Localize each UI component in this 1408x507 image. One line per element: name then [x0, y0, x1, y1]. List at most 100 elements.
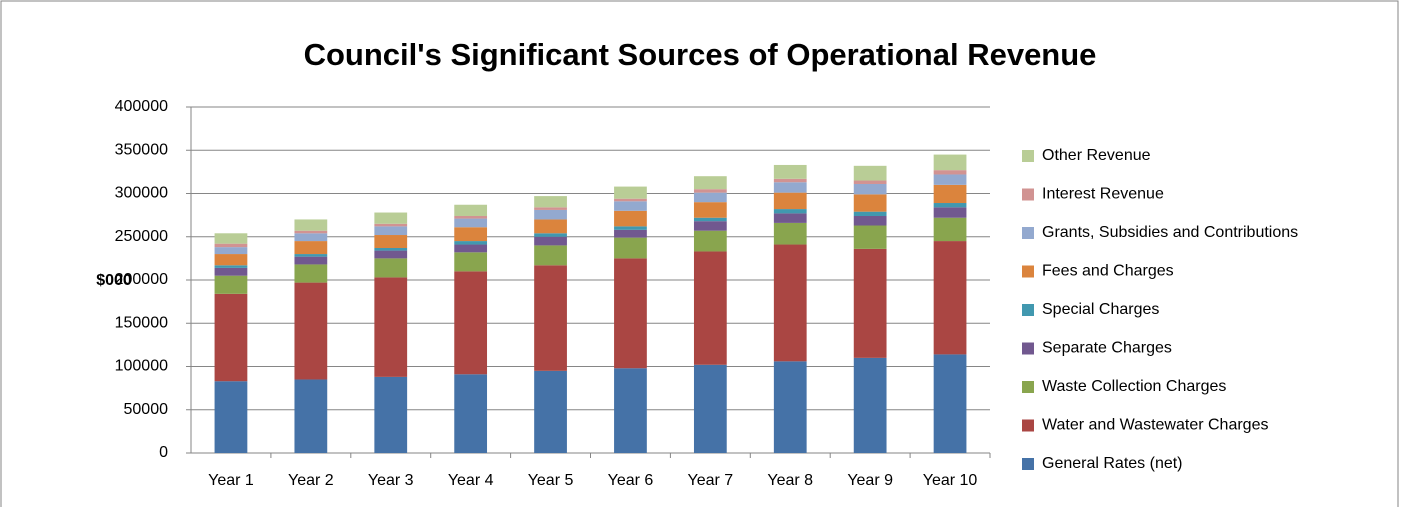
- bar-segment: [693, 202, 727, 218]
- bar-segment: [773, 209, 807, 214]
- bar-segment: [454, 374, 488, 453]
- y-tick-label: 300000: [115, 185, 168, 202]
- legend-label: Special Charges: [1042, 301, 1159, 318]
- bar-segment: [614, 186, 647, 199]
- bar-segment: [614, 258, 647, 369]
- bar-segment: [374, 212, 408, 224]
- bar-segment: [614, 368, 647, 453]
- legend-swatch: [1022, 265, 1034, 278]
- bar-segment: [294, 264, 328, 283]
- bar-segment: [534, 207, 567, 210]
- legend-label: Separate Charges: [1042, 340, 1172, 357]
- bar-segment: [374, 247, 408, 251]
- bar-segment: [294, 230, 328, 234]
- bar-segment: [693, 192, 727, 203]
- y-tick-label: 400000: [115, 98, 168, 115]
- x-tick-label: Year 8: [767, 472, 813, 489]
- legend-label: Waste Collection Charges: [1042, 378, 1226, 395]
- bar-segment: [454, 252, 488, 272]
- bar-segment: [853, 225, 887, 249]
- bar-segment: [933, 174, 967, 185]
- legend-swatch: [1022, 304, 1034, 316]
- y-tick-label: 50000: [124, 401, 169, 418]
- bar-segment: [534, 219, 567, 234]
- bar-segment: [214, 293, 248, 382]
- legend-swatch: [1022, 458, 1034, 470]
- bar-segment: [214, 267, 248, 276]
- bar-segment: [374, 258, 408, 278]
- legend-label: Grants, Subsidies and Contributions: [1042, 224, 1298, 241]
- legend-label: General Rates (net): [1042, 455, 1183, 472]
- x-tick-label: Year 6: [608, 472, 654, 489]
- bar-segment: [374, 376, 408, 453]
- bar-segment: [853, 248, 887, 358]
- bar-segment: [614, 210, 647, 227]
- x-tick-label: Year 7: [688, 472, 734, 489]
- bar-segment: [693, 251, 727, 365]
- bar-segment: [933, 207, 967, 218]
- bar-segment: [454, 241, 488, 245]
- y-tick-label: 100000: [115, 358, 168, 375]
- bar-segment: [294, 219, 328, 231]
- bar-segment: [294, 254, 328, 257]
- bar-segment: [374, 235, 408, 248]
- bar-segment: [214, 381, 248, 453]
- bar-segment: [773, 182, 807, 193]
- bar-segment: [853, 180, 887, 184]
- y-tick-label: 200000: [115, 271, 168, 288]
- bar-segment: [534, 233, 567, 237]
- y-tick-label: 250000: [115, 228, 168, 245]
- chart-title: Council's Significant Sources of Operati…: [304, 37, 1097, 72]
- bar-segment: [214, 243, 248, 248]
- bar-segment: [214, 254, 248, 266]
- bar-segment: [534, 196, 567, 208]
- x-tick-label: Year 2: [288, 472, 334, 489]
- legend-label: Fees and Charges: [1042, 263, 1174, 280]
- bar-segment: [853, 357, 887, 453]
- bar-segment: [454, 204, 488, 216]
- bar-segment: [933, 203, 967, 208]
- bar-segment: [773, 192, 807, 210]
- bar-segment: [614, 201, 647, 211]
- x-tick-label: Year 10: [923, 472, 978, 489]
- legend-swatch: [1022, 227, 1034, 239]
- bar-segment: [454, 215, 488, 219]
- x-tick-label: Year 1: [208, 472, 254, 489]
- bar-segment: [214, 247, 248, 255]
- bar-segment: [853, 215, 887, 226]
- bar-segment: [773, 164, 807, 179]
- bar-segment: [933, 184, 967, 204]
- bar-segment: [693, 364, 727, 453]
- x-tick-label: Year 4: [448, 472, 494, 489]
- y-tick-label: 150000: [115, 314, 168, 331]
- bar-segment: [933, 241, 967, 355]
- bar-segment: [853, 194, 887, 212]
- bar-segment: [294, 233, 328, 242]
- x-tick-label: Year 5: [528, 472, 574, 489]
- bar-segment: [853, 211, 887, 216]
- legend-swatch: [1022, 419, 1034, 432]
- bar-segment: [214, 265, 248, 268]
- bar-segment: [614, 198, 647, 202]
- legend-label: Interest Revenue: [1042, 186, 1164, 203]
- bar-segment: [933, 217, 967, 242]
- legend-swatch: [1022, 188, 1034, 201]
- bar-segment: [693, 230, 727, 252]
- y-axis-label: $000: [96, 272, 132, 289]
- bar-segment: [214, 233, 248, 244]
- bar-segment: [933, 354, 967, 453]
- bar-segment: [374, 277, 408, 377]
- bar-segment: [534, 209, 567, 220]
- bar-segment: [294, 379, 328, 453]
- bar-segment: [693, 221, 727, 231]
- bar-segment: [454, 227, 488, 242]
- legend-swatch: [1022, 342, 1034, 355]
- bar-segment: [454, 244, 488, 253]
- bar-segment: [454, 271, 488, 375]
- bar-segment: [534, 265, 567, 371]
- bar-segment: [773, 213, 807, 223]
- legend-swatch: [1022, 150, 1034, 162]
- bar-segment: [933, 154, 967, 171]
- bar-segment: [534, 370, 567, 453]
